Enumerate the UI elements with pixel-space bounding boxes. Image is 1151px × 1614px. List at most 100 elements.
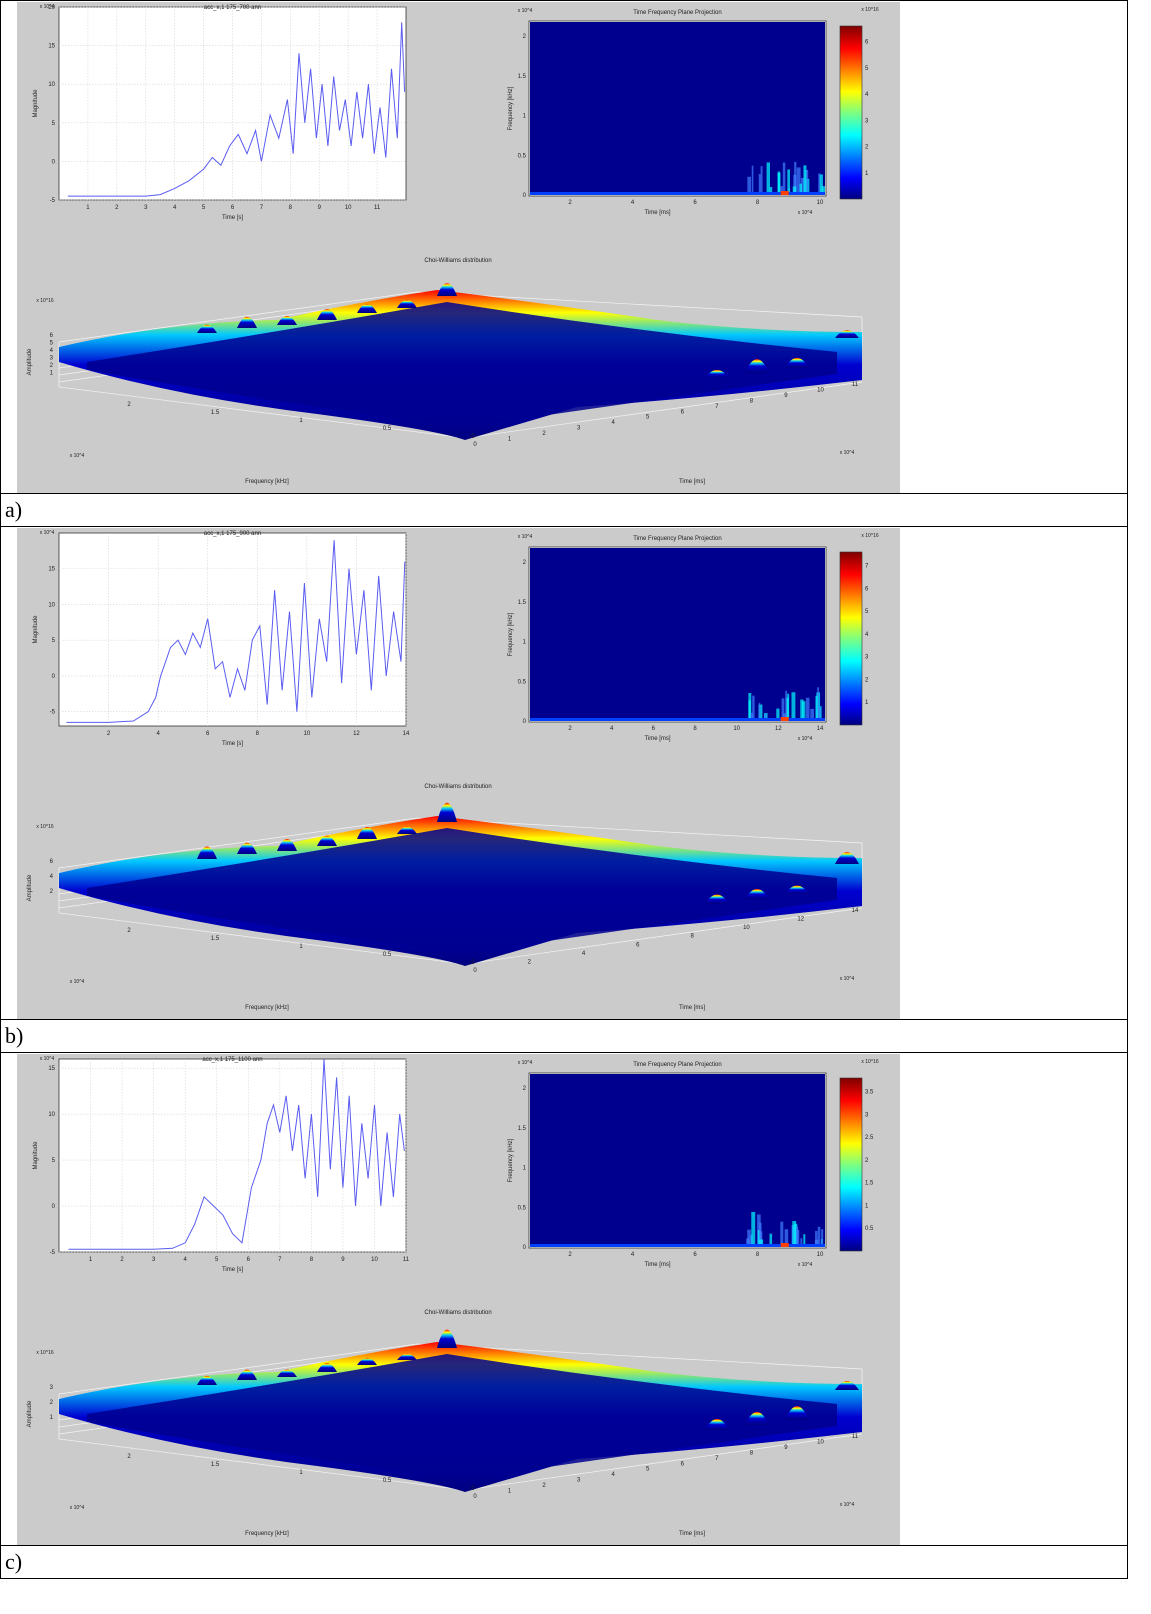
colorbar-tick: 4 bbox=[865, 632, 869, 638]
tf-y-tick: 2 bbox=[523, 34, 527, 40]
cw-t-label: Time [ms] bbox=[679, 1531, 705, 1537]
signal-y-tick: -5 bbox=[50, 1250, 56, 1256]
tf-energy-streak bbox=[787, 693, 790, 721]
cw-ridge-peak bbox=[437, 1329, 457, 1348]
cw-f-label: Frequency [kHz] bbox=[245, 1005, 289, 1011]
cw-f-tick: 0 bbox=[471, 434, 475, 440]
signal-title: acc_x,1 175_700 ann bbox=[204, 5, 261, 11]
tf-x-tick: 10 bbox=[733, 726, 740, 732]
signal-x-tick: 14 bbox=[403, 731, 410, 737]
signal-x-tick: 9 bbox=[318, 205, 322, 211]
cw-ridge-peak bbox=[785, 885, 809, 894]
cw-title: Choi-Williams distribution bbox=[424, 258, 491, 264]
tf-energy-streak bbox=[757, 1230, 760, 1247]
tf-x-tick: 2 bbox=[568, 726, 572, 732]
signal-series bbox=[67, 22, 406, 197]
tf-baseline-band bbox=[530, 718, 825, 721]
cw-ridge-peak bbox=[397, 826, 417, 834]
tf-energy-streak bbox=[800, 699, 804, 721]
cw-t-tick: 4 bbox=[612, 420, 616, 426]
cw-title: Choi-Williams distribution bbox=[424, 784, 491, 790]
cw-z-exponent: x 10^16 bbox=[36, 298, 54, 304]
colorbar-tick: 1 bbox=[865, 171, 869, 177]
cw-ridge-peak bbox=[705, 1419, 729, 1430]
colorbar-tick: 1 bbox=[865, 700, 869, 706]
tf-energy-streak bbox=[819, 706, 822, 721]
signal-x-label: Time [s] bbox=[222, 1267, 243, 1273]
signal-series bbox=[66, 540, 406, 723]
signal-x-tick: 10 bbox=[371, 1257, 378, 1263]
tf-energy-streak bbox=[819, 174, 823, 195]
tf-energy-streak bbox=[766, 162, 770, 195]
signal-x-tick: 2 bbox=[107, 731, 111, 737]
cw-f-tick: 1 bbox=[299, 418, 303, 424]
cw-f-tick: 1 bbox=[299, 1470, 303, 1476]
signal-y-tick: 15 bbox=[48, 1066, 55, 1072]
tf-energy-streak bbox=[800, 177, 805, 195]
cw-z-tick: 6 bbox=[50, 333, 54, 339]
cw-ridge-peak bbox=[357, 303, 377, 313]
signal-exponent: x 10^4 bbox=[40, 4, 55, 10]
signal-x-tick: 3 bbox=[152, 1257, 156, 1263]
cw-ridge-peak bbox=[397, 299, 417, 308]
tf-x-tick: 10 bbox=[817, 200, 824, 206]
tf-energy-streak bbox=[759, 1231, 763, 1247]
signal-x-tick: 2 bbox=[115, 205, 119, 211]
cw-t-tick: 4 bbox=[582, 951, 586, 957]
tf-y-label: Frequency [kHz] bbox=[508, 86, 514, 130]
tf-energy-streak bbox=[747, 1229, 751, 1247]
figure-label: a) bbox=[5, 497, 23, 522]
colorbar-exponent: x 10^16 bbox=[861, 7, 879, 13]
colorbar-tick: 2 bbox=[865, 1158, 869, 1164]
tf-hot-spot bbox=[780, 191, 789, 195]
tf-energy-streak bbox=[806, 697, 810, 721]
tf-energy-streak bbox=[780, 1221, 784, 1247]
cw-f-tick: 0.5 bbox=[383, 952, 392, 958]
cw-box-floor bbox=[58, 342, 863, 439]
cw-t-tick: 0 bbox=[473, 1494, 477, 1500]
cw-ridge-peak bbox=[357, 1357, 377, 1365]
cw-z-tick: 2 bbox=[50, 363, 54, 369]
figure-cell: 1 2 3 4 5 6 7 8 9 10 11 -5 0 5 10 15 acc_x,1 175_1100 an… bbox=[0, 1052, 1128, 1546]
tf-energy-streak bbox=[803, 165, 807, 195]
signal-y-tick: 0 bbox=[52, 1204, 56, 1210]
colorbar-tick: 0.5 bbox=[865, 1226, 874, 1232]
tf-x-label: Time [ms] bbox=[644, 210, 670, 216]
tf-y-tick: 0 bbox=[523, 1245, 527, 1251]
label-cell: a) bbox=[0, 493, 1128, 527]
signal-x-tick: 5 bbox=[215, 1257, 219, 1263]
cw-t-tick: 11 bbox=[852, 382, 859, 388]
signal-axes bbox=[58, 1058, 407, 1253]
signal-x-tick: 3 bbox=[144, 205, 148, 211]
cw-f-exponent: x 10^4 bbox=[70, 453, 85, 459]
cw-ridge-peak bbox=[437, 802, 457, 822]
tf-y-tick: 1.5 bbox=[518, 1126, 527, 1132]
cw-ridge-peak bbox=[437, 283, 457, 296]
cw-ridge-peak bbox=[835, 330, 859, 338]
tf-baseline-band bbox=[530, 192, 825, 195]
signal-title: acc_x,1 175_900 ann bbox=[204, 531, 261, 537]
tf-y-tick: 0 bbox=[523, 193, 527, 199]
cw-f-tick: 2 bbox=[127, 928, 131, 934]
tf-energy-streak bbox=[796, 1229, 800, 1247]
signal-x-tick: 9 bbox=[341, 1257, 345, 1263]
signal-y-tick: -5 bbox=[50, 710, 56, 716]
tf-x-tick: 12 bbox=[775, 726, 782, 732]
tf-x-tick: 6 bbox=[693, 1252, 697, 1258]
tf-energy-streak bbox=[787, 169, 790, 195]
cw-t-tick: 12 bbox=[797, 917, 804, 923]
colorbar-tick: 1 bbox=[865, 1203, 869, 1209]
cw-ridge-peak bbox=[237, 1369, 257, 1380]
tf-plane bbox=[530, 22, 825, 195]
colorbar-tick: 4 bbox=[865, 92, 869, 98]
tf-y-label: Frequency [kHz] bbox=[508, 1138, 514, 1182]
signal-y-tick: 0 bbox=[52, 159, 56, 165]
signal-x-label: Time [s] bbox=[222, 215, 243, 221]
tf-hot-spot bbox=[780, 717, 789, 721]
cw-ridge-peak bbox=[277, 838, 297, 851]
tf-y-tick: 0 bbox=[523, 719, 527, 725]
figure-table: 1 2 3 4 5 6 7 8 9 10 11 -5 0 5 10 15 20 acc_x,1 175_700 a… bbox=[0, 0, 1128, 1579]
signal-x-tick: 4 bbox=[184, 1257, 188, 1263]
signal-x-tick: 7 bbox=[278, 1257, 282, 1263]
